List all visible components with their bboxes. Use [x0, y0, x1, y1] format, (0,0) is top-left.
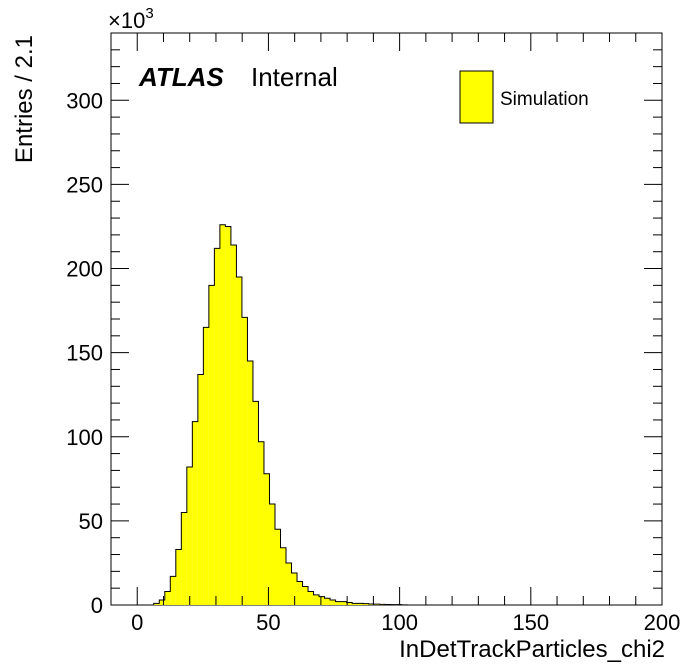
histogram-bar: [368, 603, 375, 605]
histogram-bar: [252, 401, 259, 605]
histogram-bar: [269, 504, 275, 605]
y-tick-label: 200: [66, 257, 103, 282]
histogram-bar: [297, 581, 303, 605]
histogram-bar: [319, 596, 325, 605]
histogram-bar: [225, 226, 231, 605]
histogram-bars: [153, 224, 408, 605]
histogram-bar: [159, 599, 165, 605]
legend-swatch: [459, 70, 494, 124]
x-tick-labels: 0 50 100 150 200: [131, 610, 680, 635]
histogram-bar: [247, 361, 253, 605]
histogram-bar: [286, 562, 292, 605]
histogram-bar: [352, 603, 358, 605]
x-tick-label: 200: [644, 610, 681, 635]
histogram-bar: [330, 599, 336, 605]
histogram-bar: [308, 591, 314, 605]
x-tick-label: 0: [131, 610, 143, 635]
histogram-bar: [192, 421, 198, 605]
histogram-bar: [164, 591, 171, 605]
histogram-bar: [280, 547, 287, 605]
internal-label: Internal: [251, 62, 338, 92]
histogram-bar: [241, 317, 248, 605]
histogram-bar: [186, 467, 193, 605]
x-axis-label: InDetTrackParticles_chi2: [399, 636, 665, 663]
legend-label: Simulation: [500, 89, 589, 110]
histogram-bar: [324, 598, 331, 605]
histogram-bar: [208, 285, 215, 605]
y-tick-label: 0: [91, 593, 103, 618]
x-tick-label: 150: [512, 610, 549, 635]
histogram-bar: [263, 473, 270, 605]
y-tick-label: 250: [66, 172, 103, 197]
y-tick-label: 50: [79, 509, 103, 534]
histogram-bar: [346, 602, 353, 605]
histogram-bar: [181, 512, 187, 605]
histogram-bar: [357, 603, 364, 605]
histogram-bar: [335, 601, 342, 605]
histogram-bar: [313, 594, 320, 605]
histogram-bar: [341, 601, 347, 605]
histogram-bar: [291, 573, 298, 605]
axis-ticks: [110, 32, 663, 606]
histogram-bar: [214, 248, 220, 605]
histogram-bar: [363, 603, 369, 605]
histogram-bar: [175, 549, 182, 605]
histogram-outline: [153, 224, 408, 606]
y-multiplier: ×103: [108, 5, 154, 33]
y-tick-label: 300: [66, 88, 103, 113]
histogram-bar: [258, 441, 264, 605]
histogram-bar: [219, 224, 226, 605]
atlas-label: ATLAS: [138, 62, 224, 92]
histogram-bar: [274, 529, 281, 605]
y-axis-label: Entries / 2.1: [11, 35, 38, 163]
y-tick-label: 100: [66, 425, 103, 450]
histogram-bar: [170, 576, 176, 605]
histogram-bar: [203, 327, 209, 605]
histogram-bar: [153, 603, 160, 605]
histogram-bar: [197, 374, 204, 605]
y-tick-label: 150: [66, 341, 103, 366]
x-tick-label: 100: [381, 610, 418, 635]
y-tick-labels: 0 50 100 150 200 250 300: [66, 88, 103, 618]
histogram-bar: [230, 244, 237, 605]
histogram-bar: [236, 276, 242, 605]
histogram-bar: [302, 586, 309, 605]
x-tick-label: 50: [256, 610, 280, 635]
